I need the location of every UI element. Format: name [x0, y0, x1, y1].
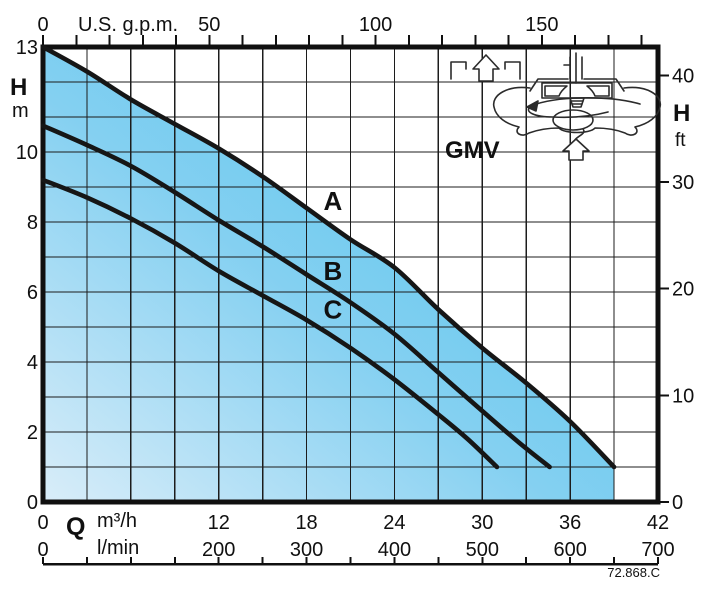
curve-A — [40, 44, 617, 470]
bottom-ruler — [42, 557, 659, 566]
top-axis-unit: U.S. g.p.m. — [78, 14, 179, 36]
tick-label: 0 — [37, 539, 48, 561]
pump-flow-schematic — [450, 52, 662, 161]
tick-label: 30 — [471, 512, 493, 534]
tick-label: 40 — [672, 65, 694, 87]
tick-label: 20 — [672, 279, 694, 301]
pump-type-label: GMV — [445, 137, 500, 164]
left-axis: 13 10 8 6 4 2 0 — [16, 37, 38, 514]
operating-area-fill — [43, 47, 615, 502]
top-axis: 0 50 100 150 — [37, 14, 643, 47]
tick-label: 0 — [672, 492, 683, 514]
tick-label: 50 — [198, 14, 220, 36]
tick-label: 30 — [672, 172, 694, 194]
bottom-axis-quantity: Q — [66, 513, 86, 541]
tick-label: 700 — [641, 539, 674, 561]
tick-label: 0 — [27, 492, 38, 514]
tick-label: 42 — [647, 512, 669, 534]
bottom-axis-unit-m3h: m³/h — [97, 510, 137, 532]
tick-label: 8 — [27, 212, 38, 234]
tick-label: 24 — [383, 512, 405, 534]
tick-label: 500 — [466, 539, 499, 561]
tick-label: 10 — [16, 142, 38, 164]
curve-B — [40, 123, 552, 470]
tick-label: 36 — [559, 512, 581, 534]
tick-label: 0 — [37, 512, 48, 534]
pipe-bracket-icon — [450, 61, 467, 80]
tick-label: 4 — [27, 352, 38, 374]
right-axis: 40 30 20 10 0 — [660, 65, 694, 514]
curve-label-C: C — [324, 295, 343, 325]
impeller-icon — [529, 52, 625, 108]
tick-label: 18 — [295, 512, 317, 534]
tick-label: 100 — [359, 14, 392, 36]
flow-loop-icon — [492, 86, 662, 145]
tick-label: 10 — [672, 385, 694, 407]
drawing-number: 72.868.C — [607, 565, 660, 580]
plot-border — [40, 44, 661, 505]
right-axis-quantity: H — [673, 100, 691, 127]
tick-label: 300 — [290, 539, 323, 561]
bottom-axis: 0 12 18 24 30 36 42 0 200 300 400 500 600 700 — [37, 512, 674, 561]
tick-label: 12 — [208, 512, 230, 534]
tick-label: 150 — [525, 14, 558, 36]
tick-label: 13 — [16, 37, 38, 59]
right-axis-unit: ft — [675, 130, 686, 151]
tick-label: 600 — [553, 539, 586, 561]
tick-label: 2 — [27, 422, 38, 444]
left-axis-quantity: H — [10, 74, 28, 101]
curve-label-A: A — [324, 186, 343, 216]
tick-label: 200 — [202, 539, 235, 561]
flow-arrow-in-icon — [562, 138, 590, 161]
gridlines — [43, 47, 658, 502]
curve-label-B: B — [324, 256, 343, 286]
bottom-axis-unit-lmin: l/min — [97, 537, 140, 559]
tick-label: 6 — [27, 282, 38, 304]
pipe-bracket-icon — [504, 61, 521, 80]
curve-C — [40, 177, 500, 470]
flow-arrow-out-icon — [472, 54, 500, 82]
tick-label: 400 — [378, 539, 411, 561]
tick-label: 0 — [37, 14, 48, 36]
left-axis-unit: m — [12, 100, 29, 122]
